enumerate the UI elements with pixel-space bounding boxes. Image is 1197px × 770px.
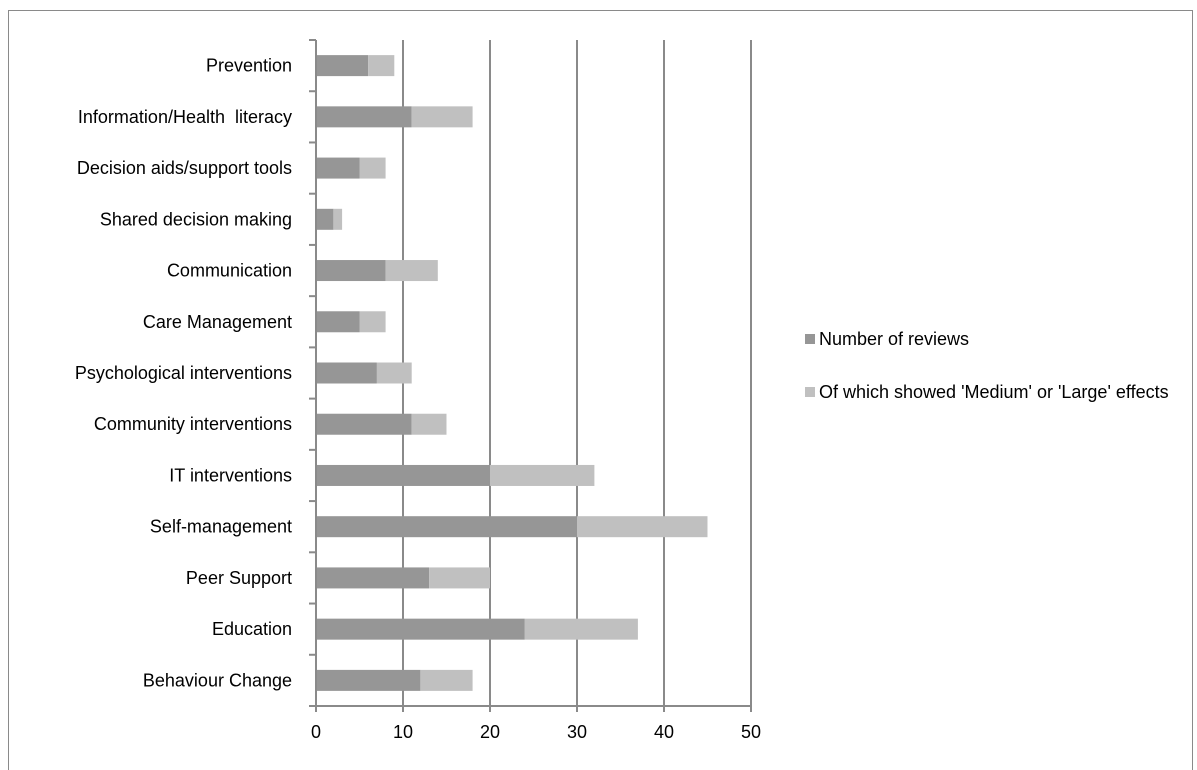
bar-number-of-reviews: [316, 55, 369, 77]
legend-item-number-of-reviews: Number of reviews: [805, 328, 1195, 351]
category-label: Care Management: [143, 312, 292, 332]
bar-number-of-reviews: [316, 516, 577, 538]
bar-medium-or-large: [333, 208, 343, 230]
x-tick-label: 50: [741, 722, 761, 742]
category-label: Shared decision making: [100, 209, 292, 229]
category-label: Decision aids/support tools: [77, 158, 292, 178]
x-tick-label: 10: [393, 722, 413, 742]
bar-medium-or-large: [411, 106, 473, 128]
bar-medium-or-large: [359, 157, 386, 179]
x-tick-label: 0: [311, 722, 321, 742]
bar-number-of-reviews: [316, 669, 421, 691]
category-label: Communication: [167, 261, 292, 281]
bar-number-of-reviews: [316, 362, 377, 384]
bar-number-of-reviews: [316, 464, 490, 486]
category-label: Behaviour Change: [143, 670, 292, 690]
category-label: Prevention: [206, 56, 292, 76]
legend-label: Of which showed 'Medium' or 'Large' effe…: [819, 382, 1169, 402]
labels: 0 10 20 30 40 50 Prevention Information/Health …: [75, 56, 761, 742]
x-tick-label: 40: [654, 722, 674, 742]
category-label: Peer Support: [186, 568, 292, 588]
legend-item-medium-or-large-effects: Of which showed 'Medium' or 'Large' effe…: [805, 381, 1195, 404]
bar-medium-or-large: [577, 516, 708, 538]
bar-number-of-reviews: [316, 208, 334, 230]
category-label: Self-management: [150, 517, 292, 537]
bar-medium-or-large: [524, 618, 638, 640]
bar-number-of-reviews: [316, 260, 386, 282]
bar-number-of-reviews: [316, 106, 412, 128]
bars: [316, 55, 708, 691]
legend-label: Number of reviews: [819, 329, 970, 349]
bar-medium-or-large: [359, 311, 386, 333]
x-tick-label: 20: [480, 722, 500, 742]
bar-medium-or-large: [420, 669, 473, 691]
category-label: Education: [212, 619, 292, 639]
category-label: IT interventions: [169, 465, 292, 485]
x-tick-label: 30: [567, 722, 587, 742]
bar-number-of-reviews: [316, 311, 360, 333]
bar-medium-or-large: [411, 413, 447, 435]
legend-swatch: [805, 387, 815, 397]
bar-medium-or-large: [376, 362, 412, 384]
bar-medium-or-large: [385, 260, 438, 282]
category-label: Information/Health literacy: [78, 107, 292, 127]
bar-medium-or-large: [490, 464, 595, 486]
bar-number-of-reviews: [316, 157, 360, 179]
bar-number-of-reviews: [316, 413, 412, 435]
category-label: Psychological interventions: [75, 363, 292, 383]
bar-number-of-reviews: [316, 567, 430, 589]
bar-number-of-reviews: [316, 618, 525, 640]
category-label: Community interventions: [94, 414, 292, 434]
legend-swatch: [805, 334, 815, 344]
legend: Number of reviews Of which showed 'Mediu…: [805, 328, 1195, 434]
bar-medium-or-large: [368, 55, 395, 77]
chart-frame: [8, 10, 1193, 770]
bar-medium-or-large: [429, 567, 490, 589]
axes: [309, 39, 752, 712]
grid-lines: [402, 40, 752, 706]
